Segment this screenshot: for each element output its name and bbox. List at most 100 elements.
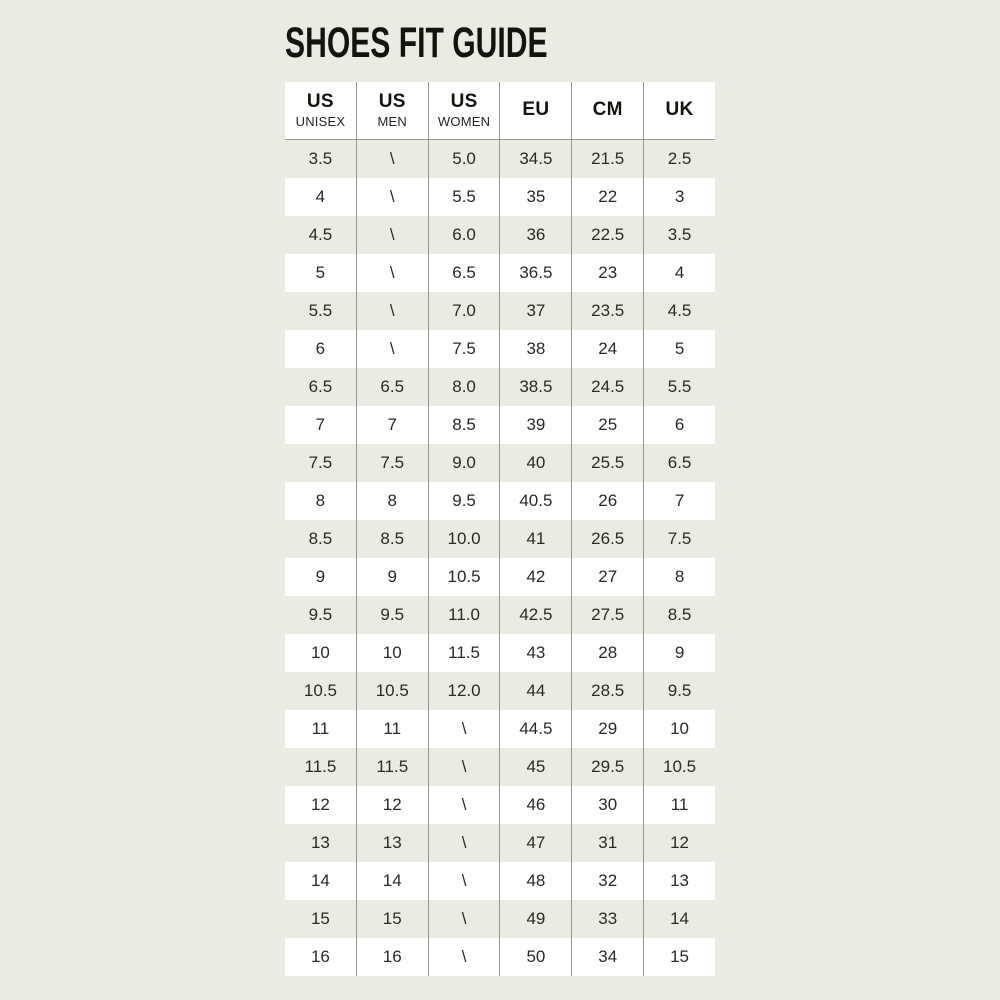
table-cell: 44 xyxy=(499,672,571,710)
table-cell: 6.5 xyxy=(643,444,715,482)
column-header-label: CM xyxy=(592,99,623,121)
table-cell: \ xyxy=(355,292,428,330)
table-row: 7 7 8.5 39 25 6 xyxy=(285,406,715,444)
table-cell: 7 xyxy=(355,406,428,444)
table-row: 8.5 8.5 10.0 41 26.5 7.5 xyxy=(285,520,715,558)
table-cell: 37 xyxy=(499,292,571,330)
table-cell: 49 xyxy=(499,900,571,938)
table-cell: 11 xyxy=(311,719,330,738)
table-cell: \ xyxy=(427,938,500,976)
table-cell: 29 xyxy=(571,710,643,748)
table-cell: 6 xyxy=(643,406,715,444)
table-cell: 12.0 xyxy=(427,672,500,710)
table-cell: 27 xyxy=(571,558,643,596)
column-header-sublabel: UNISEX xyxy=(295,113,346,129)
table-cell: 36.5 xyxy=(499,254,571,292)
table-cell: 10 xyxy=(643,710,715,748)
column-header-uk: UK xyxy=(643,82,715,139)
table-cell: 2.5 xyxy=(643,140,715,178)
table-cell: 3 xyxy=(643,178,715,216)
table-cell: 47 xyxy=(499,824,571,862)
table-cell: \ xyxy=(427,862,500,900)
table-cell: \ xyxy=(355,140,428,178)
table-cell: 14 xyxy=(355,862,428,900)
table-cell: 45 xyxy=(499,748,571,786)
table-cell: 10.5 xyxy=(355,672,428,710)
table-cell: 23.5 xyxy=(571,292,643,330)
table-cell: 9.5 xyxy=(643,672,715,710)
table-cell: 12 xyxy=(355,786,428,824)
table-cell: 35 xyxy=(499,178,571,216)
table-row: 14 14 \ 48 32 13 xyxy=(285,862,715,900)
table-cell: 13 xyxy=(310,833,330,852)
column-header-us-men: US MEN xyxy=(355,82,428,139)
table-cell: 16 xyxy=(310,947,330,966)
table-cell: \ xyxy=(427,786,500,824)
table-cell: 43 xyxy=(499,634,571,672)
table-cell: 15 xyxy=(310,909,330,928)
table-cell: 10.0 xyxy=(427,520,500,558)
table-cell: 10.5 xyxy=(427,558,500,596)
table-cell: 24.5 xyxy=(571,368,643,406)
table-row: 5 \ 6.5 36.5 23 4 xyxy=(285,254,715,292)
table-row: 6 \ 7.5 38 24 5 xyxy=(285,330,715,368)
table-cell: 24 xyxy=(571,330,643,368)
table-cell: 6 xyxy=(315,339,326,358)
table-cell: 15 xyxy=(355,900,428,938)
table-cell: 5 xyxy=(643,330,715,368)
table-cell: 38.5 xyxy=(499,368,571,406)
table-cell: 7 xyxy=(315,415,326,434)
table-cell: 30 xyxy=(571,786,643,824)
table-cell: 4 xyxy=(643,254,715,292)
table-cell: 28.5 xyxy=(571,672,643,710)
table-cell: 3.5 xyxy=(308,149,333,168)
table-cell: 6.5 xyxy=(355,368,428,406)
table-cell: 3.5 xyxy=(643,216,715,254)
column-header-label: UK xyxy=(665,99,694,121)
table-cell: 7.5 xyxy=(643,520,715,558)
table-cell: 8.5 xyxy=(355,520,428,558)
table-cell: 34.5 xyxy=(499,140,571,178)
table-cell: 23 xyxy=(571,254,643,292)
table-cell: 6.0 xyxy=(427,216,500,254)
table-cell: \ xyxy=(355,254,428,292)
table-cell: 15 xyxy=(643,938,715,976)
table-cell: 10.5 xyxy=(303,681,337,700)
table-cell: \ xyxy=(355,178,428,216)
table-cell: 29.5 xyxy=(571,748,643,786)
table-cell: 5.5 xyxy=(643,368,715,406)
table-cell: 10 xyxy=(355,634,428,672)
table-row: 3.5 \ 5.0 34.5 21.5 2.5 xyxy=(285,140,715,178)
table-cell: 9.5 xyxy=(308,605,333,624)
table-cell: 39 xyxy=(499,406,571,444)
table-cell: 8 xyxy=(315,491,326,510)
table-row: 10 10 11.5 43 28 9 xyxy=(285,634,715,672)
table-cell: \ xyxy=(355,330,428,368)
table-cell: 8.5 xyxy=(308,529,333,548)
table-row: 9 9 10.5 42 27 8 xyxy=(285,558,715,596)
table-cell: 5.5 xyxy=(308,301,333,320)
table-cell: 14 xyxy=(643,900,715,938)
table-cell: 4.5 xyxy=(308,225,333,244)
table-cell: 4 xyxy=(315,187,326,206)
table-cell: 50 xyxy=(499,938,571,976)
table-row: 10.5 10.5 12.0 44 28.5 9.5 xyxy=(285,672,715,710)
table-cell: 12 xyxy=(310,795,330,814)
table-cell: 33 xyxy=(571,900,643,938)
column-header-sublabel: MEN xyxy=(377,113,407,129)
table-cell: 9.5 xyxy=(355,596,428,634)
table-cell: 9 xyxy=(315,567,326,586)
table-cell: 13 xyxy=(643,862,715,900)
table-row: 12 12 \ 46 30 11 xyxy=(285,786,715,824)
table-cell: 14 xyxy=(310,871,330,890)
table-cell: 6.5 xyxy=(427,254,500,292)
table-cell: 22 xyxy=(571,178,643,216)
table-cell: 34 xyxy=(571,938,643,976)
table-cell: \ xyxy=(427,824,500,862)
table-cell: 26 xyxy=(571,482,643,520)
table-cell: 8.0 xyxy=(427,368,500,406)
size-table-body: 3.5 \ 5.0 34.5 21.5 2.5 4 \ 5.5 35 22 3 4.5 \ 6.0 36 22.… xyxy=(285,140,715,976)
table-cell: 28 xyxy=(571,634,643,672)
page-title: SHOES FIT GUIDE xyxy=(285,19,548,67)
table-cell: \ xyxy=(427,710,500,748)
